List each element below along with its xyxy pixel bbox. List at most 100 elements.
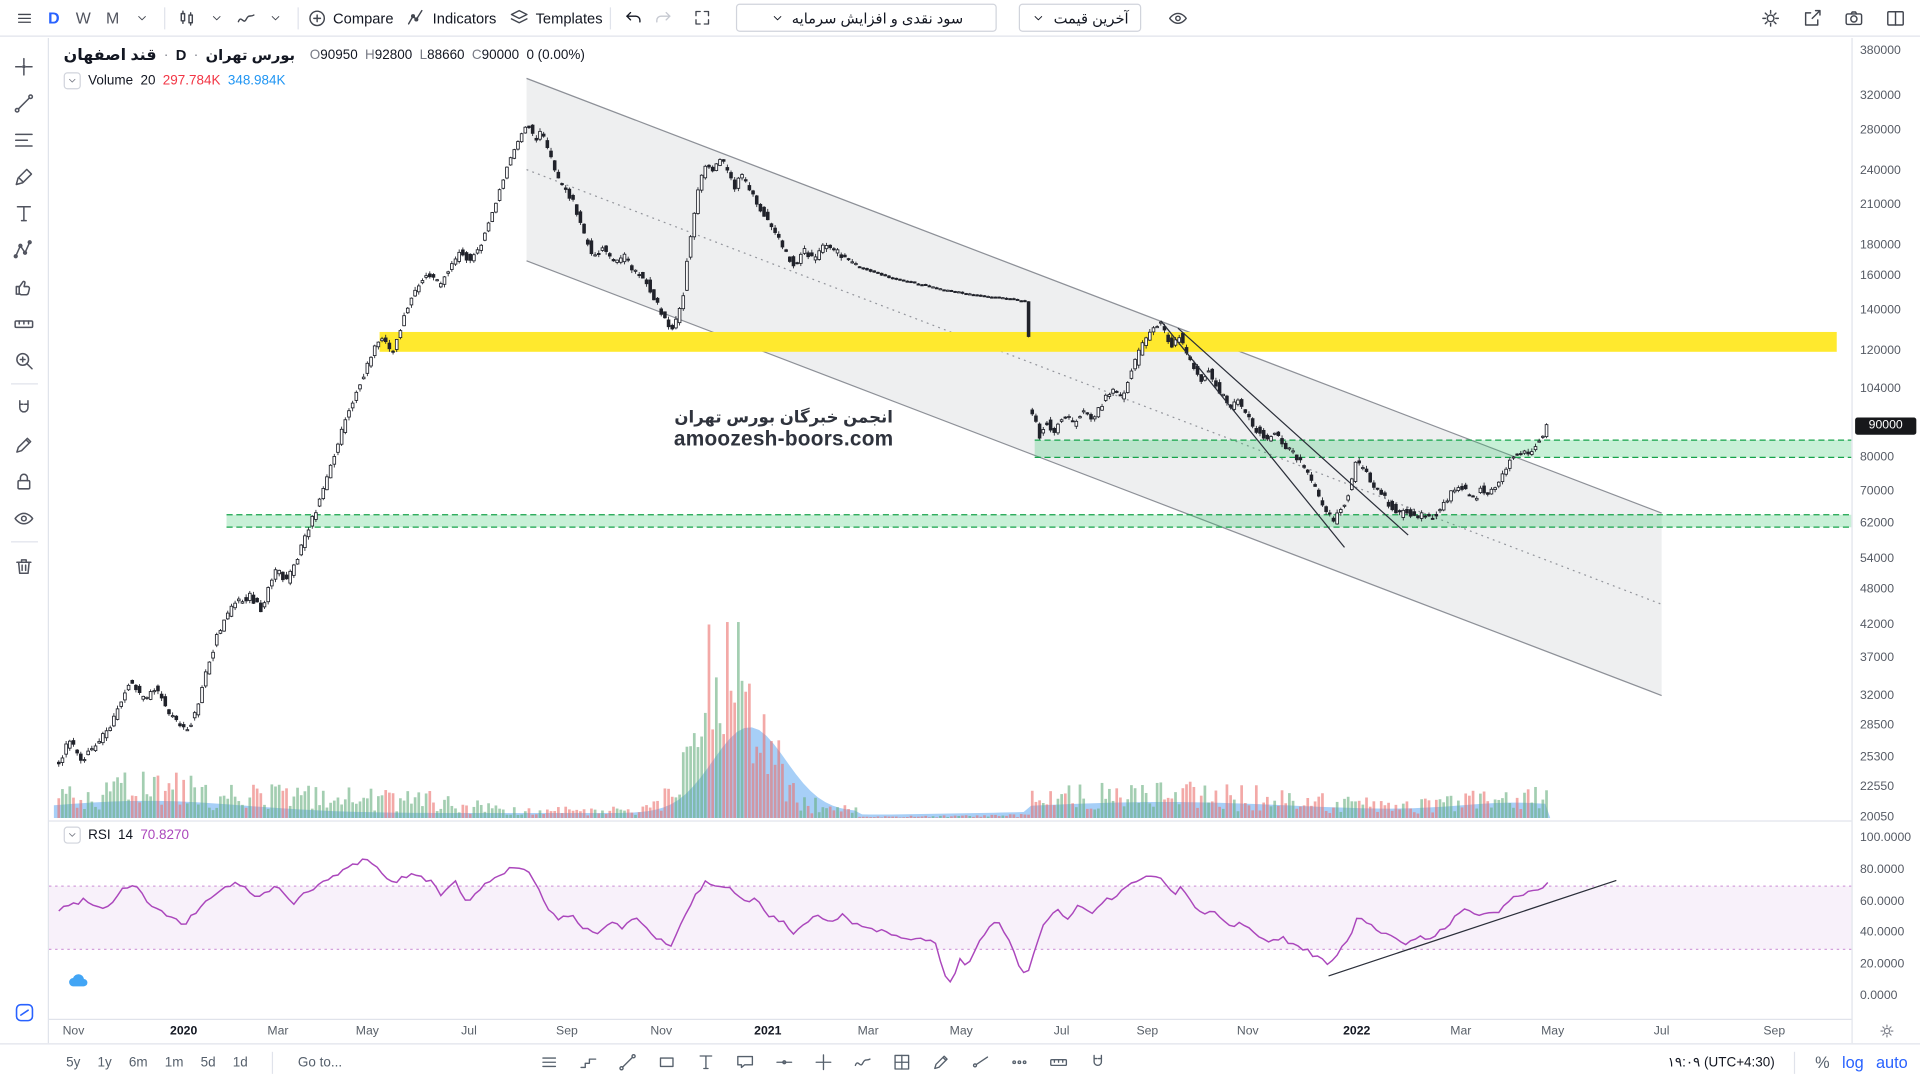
lock-drawings-tool-button[interactable] [7, 465, 41, 497]
interval-m-button[interactable]: M [98, 3, 127, 32]
rsi-pane[interactable] [48, 822, 1852, 1019]
measure-tool-button[interactable] [7, 307, 41, 339]
indicators-icon [406, 7, 428, 29]
layout-button[interactable] [1881, 3, 1910, 32]
undo-button[interactable] [618, 3, 647, 32]
symbol-interval[interactable]: D [175, 46, 187, 64]
text-tool-button[interactable] [696, 1051, 717, 1072]
chart-type-button[interactable] [173, 3, 202, 32]
price-pane[interactable] [49, 38, 1852, 820]
fib-retracement-tool-button[interactable] [7, 124, 41, 156]
favorites-list-tool-button[interactable] [539, 1051, 560, 1072]
drawing-mode-tool-button[interactable] [7, 429, 41, 461]
time-axis-label: Jul [1053, 1024, 1070, 1039]
templates-icon [509, 7, 531, 29]
open-label: O [309, 47, 321, 63]
support-zone[interactable] [1034, 439, 1852, 458]
adjustment-select[interactable]: سود نقدی و افزایش سرمایه [736, 3, 997, 32]
trend-line-tool-button[interactable] [7, 87, 41, 119]
line-type-chevron-icon[interactable] [261, 3, 290, 32]
range-1d-button[interactable]: 1d [232, 1054, 248, 1070]
share-button[interactable] [1798, 3, 1827, 32]
price-scale[interactable]: 90000 380000 320000 280000 240000 210000 1800… [1851, 37, 1920, 1044]
remove-drawings-tool-button[interactable] [7, 550, 41, 582]
zoom-in-tool-button[interactable] [7, 344, 41, 376]
menu-icon[interactable] [10, 3, 39, 32]
bars-pattern-tool-button[interactable] [578, 1051, 599, 1072]
descending-channel-drawing[interactable] [526, 77, 1662, 697]
support-zone[interactable] [226, 514, 1852, 528]
time-axis-label: Nov [62, 1024, 85, 1039]
price-tick: 28500 [1860, 718, 1895, 733]
crosshair-tool-button[interactable] [7, 50, 41, 82]
text-tool-button[interactable] [7, 197, 41, 229]
steep-trendlines-drawing[interactable] [1160, 320, 1409, 548]
bottom-toolbar: 5y 1y 6m 1m 5d 1d Go to... ۱۹:۰۹ (UTC+4:30) %… [0, 1043, 1920, 1080]
interval-menu-chevron-icon[interactable] [127, 3, 156, 32]
grid-tool-button[interactable] [891, 1051, 912, 1072]
templates-button[interactable]: Templates [509, 3, 603, 32]
brush-tool-button[interactable] [7, 160, 41, 192]
settings-button[interactable] [1756, 3, 1785, 32]
rsi-trendline-drawing[interactable] [1328, 879, 1617, 977]
time-axis[interactable]: Nov 2020 Mar May Jul Sep Nov 2021 Mar May Jul Sep No… [48, 1018, 1852, 1045]
time-axis-label: May [355, 1024, 379, 1039]
volume-label[interactable]: Volume [88, 73, 134, 89]
clock[interactable]: ۱۹:۰۹ (UTC+4:30) [1667, 1055, 1775, 1071]
goto-button[interactable]: Go to... [297, 1054, 343, 1070]
dots-tool-button[interactable] [1009, 1051, 1030, 1072]
price-tick: 140000 [1860, 303, 1901, 318]
range-1m-button[interactable]: 1m [164, 1054, 184, 1070]
range-1y-button[interactable]: 1y [97, 1054, 112, 1070]
compare-button[interactable]: Compare [306, 3, 394, 32]
interval-d-button[interactable]: D [39, 3, 68, 32]
drawings-panel-button[interactable] [7, 997, 41, 1029]
symbol-name[interactable]: قند اصفهان [63, 45, 157, 64]
magnet-tool-button[interactable] [7, 392, 41, 424]
chart-type-chevron-icon[interactable] [202, 3, 231, 32]
watch-eye-button[interactable] [1163, 3, 1192, 32]
cloud-icon[interactable] [66, 969, 90, 1000]
range-6m-button[interactable]: 6m [128, 1054, 148, 1070]
price-tick: 25300 [1860, 750, 1895, 765]
collapse-rsi-chevron-icon[interactable] [63, 826, 81, 844]
redo-button[interactable] [648, 3, 677, 32]
rectangle-tool-button[interactable] [656, 1051, 677, 1072]
trend-line-tool-button[interactable] [617, 1051, 638, 1072]
auto-scale-button[interactable]: auto [1875, 1053, 1908, 1072]
measure-icon [1050, 1058, 1068, 1066]
xabcd-pattern-tool-button[interactable] [7, 234, 41, 266]
measure-tool-button[interactable] [1048, 1051, 1069, 1072]
close-value: 90000 [481, 47, 520, 63]
indicators-button[interactable]: Indicators [406, 3, 496, 32]
time-axis-label: May [1541, 1024, 1565, 1039]
line-type-button[interactable] [231, 3, 260, 32]
stickers-tool-button[interactable] [7, 271, 41, 303]
range-5d-button[interactable]: 5d [200, 1054, 216, 1070]
percent-scale-button[interactable]: % [1815, 1053, 1830, 1072]
log-scale-button[interactable]: log [1841, 1053, 1864, 1072]
separator [10, 541, 38, 543]
interval-w-button[interactable]: W [69, 3, 98, 32]
callout-tool-button[interactable] [735, 1051, 756, 1072]
collapse-volume-chevron-icon[interactable] [63, 72, 81, 90]
fullscreen-button[interactable] [687, 3, 716, 32]
price-tick: 380000 [1860, 44, 1901, 58]
curve-tool-button[interactable] [852, 1051, 873, 1072]
pane-resize-handle[interactable] [48, 820, 1852, 822]
last-price-tag: 90000 [1855, 417, 1917, 435]
horizontal-line-tool-button[interactable] [774, 1051, 795, 1072]
scale-settings-icon[interactable] [1878, 1022, 1895, 1039]
yellow-price-zone[interactable] [379, 331, 1837, 352]
price-tick: 20050 [1860, 810, 1895, 825]
ray-tool-button[interactable] [970, 1051, 991, 1072]
cross-line-tool-button[interactable] [813, 1051, 834, 1072]
magnet-tool-button[interactable] [1087, 1051, 1108, 1072]
snapshot-button[interactable] [1839, 3, 1868, 32]
range-5y-button[interactable]: 5y [66, 1054, 81, 1070]
price-source-select[interactable]: آخرین قیمت [1018, 3, 1142, 32]
hide-drawings-tool-button[interactable] [7, 502, 41, 534]
rsi-label[interactable]: RSI [88, 827, 111, 843]
pencil-tool-button[interactable] [931, 1051, 952, 1072]
layout-icon [1887, 10, 1904, 26]
